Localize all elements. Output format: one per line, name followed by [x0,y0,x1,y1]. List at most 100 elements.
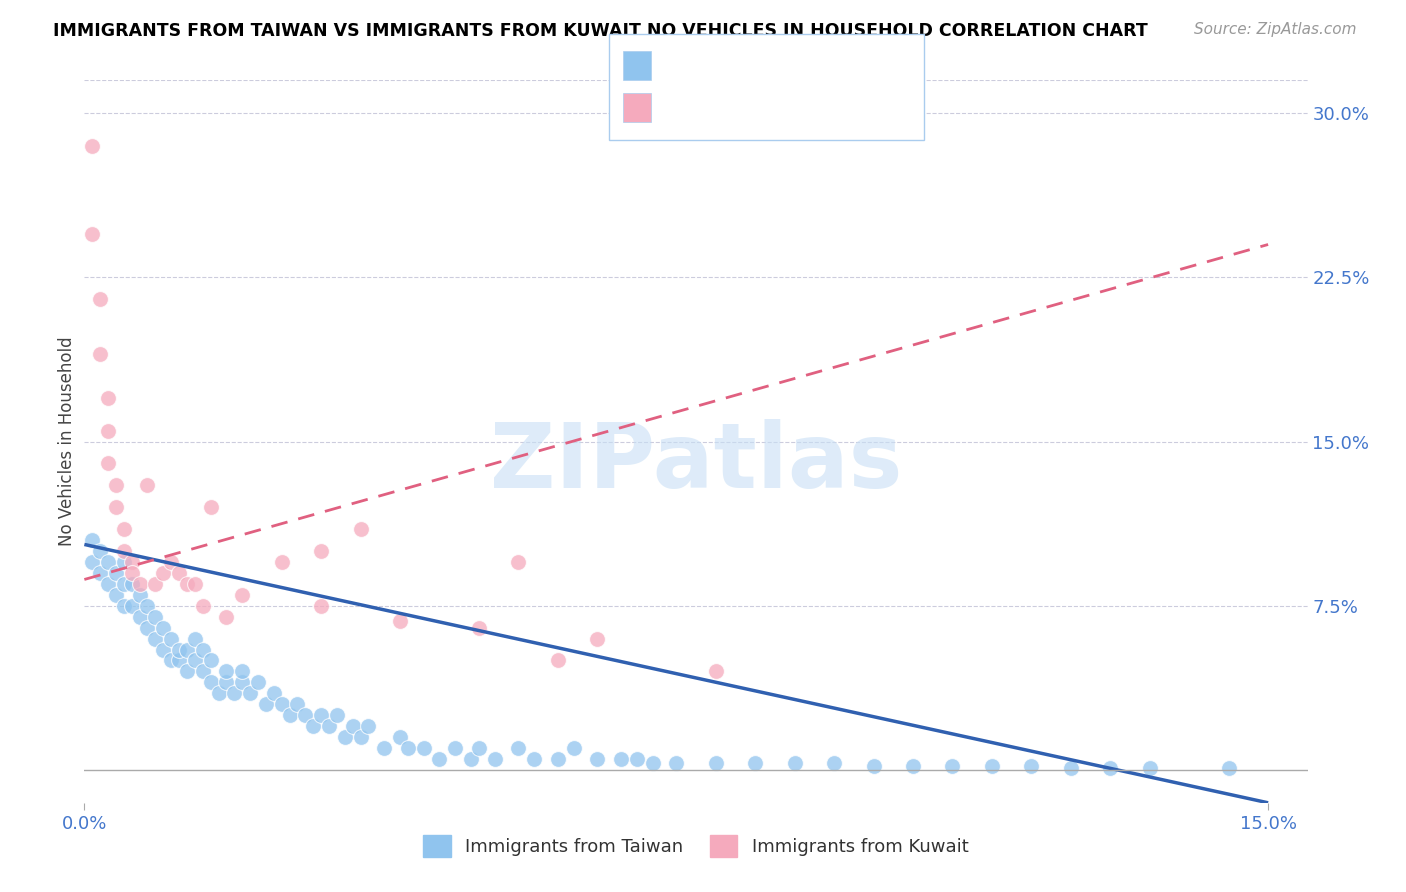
Point [941,758,963,772]
Point [484,752,506,766]
Point [294,708,316,723]
Point [270,555,292,569]
Point [287,698,309,712]
Point [1218,761,1240,775]
Point [231,675,253,690]
Point [121,599,143,613]
Point [357,719,380,733]
Point [547,752,569,766]
Point [231,665,253,679]
Point [112,599,135,613]
Point [104,500,127,515]
Point [128,577,150,591]
Point [104,588,127,602]
Point [82,139,104,153]
Point [547,653,569,667]
Point [412,741,434,756]
Point [429,752,451,766]
Point [862,758,884,772]
Point [191,665,214,679]
Point [97,555,120,569]
Point [641,756,664,771]
Point [82,533,104,547]
Point [562,741,585,756]
Point [342,719,364,733]
Point [1139,761,1161,775]
Point [349,730,371,744]
Point [468,621,491,635]
Point [704,665,727,679]
Point [246,675,269,690]
Point [396,741,419,756]
Point [184,653,207,667]
Point [82,227,104,241]
Point [309,544,332,558]
Point [145,632,167,646]
Point [333,730,356,744]
Point [160,555,183,569]
Point [444,741,467,756]
Point [523,752,546,766]
Point [980,758,1002,772]
Point [160,653,183,667]
Point [89,347,111,361]
Point [121,577,143,591]
Legend: Immigrants from Taiwan, Immigrants from Kuwait: Immigrants from Taiwan, Immigrants from … [415,826,977,866]
Point [349,522,371,536]
Text: R = -0.603   N = 86: R = -0.603 N = 86 [659,57,866,75]
Point [167,642,190,657]
Point [176,577,198,591]
Y-axis label: No Vehicles in Household: No Vehicles in Household [58,336,76,547]
Point [121,555,143,569]
Point [82,555,104,569]
Point [176,665,198,679]
Point [1099,761,1122,775]
Point [215,609,238,624]
Point [326,708,349,723]
Point [586,632,609,646]
Point [104,478,127,492]
Point [184,632,207,646]
Point [468,741,491,756]
Point [152,642,174,657]
Point [145,577,167,591]
Point [215,675,238,690]
Point [160,632,183,646]
Point [97,424,120,438]
Point [207,686,229,700]
Point [191,599,214,613]
Point [104,566,127,580]
Point [136,478,159,492]
Point [112,577,135,591]
Point [215,665,238,679]
Point [626,752,648,766]
Point [239,686,262,700]
Point [508,555,530,569]
Point [254,698,277,712]
Point [136,599,159,613]
Text: ZIPatlas: ZIPatlas [489,419,903,508]
Text: IMMIGRANTS FROM TAIWAN VS IMMIGRANTS FROM KUWAIT NO VEHICLES IN HOUSEHOLD CORREL: IMMIGRANTS FROM TAIWAN VS IMMIGRANTS FRO… [53,22,1149,40]
Point [1021,758,1043,772]
Point [270,698,292,712]
Point [89,544,111,558]
Point [586,752,609,766]
Point [97,577,120,591]
Point [823,756,845,771]
Point [152,566,174,580]
Point [112,522,135,536]
Point [704,756,727,771]
Point [263,686,285,700]
Point [309,708,332,723]
Point [1060,761,1083,775]
Point [610,752,633,766]
Point [200,500,222,515]
Point [309,599,332,613]
Point [318,719,340,733]
Point [665,756,688,771]
Point [224,686,246,700]
Text: R =  0.192   N = 35: R = 0.192 N = 35 [659,99,866,117]
Point [112,544,135,558]
Point [167,566,190,580]
Point [783,756,806,771]
